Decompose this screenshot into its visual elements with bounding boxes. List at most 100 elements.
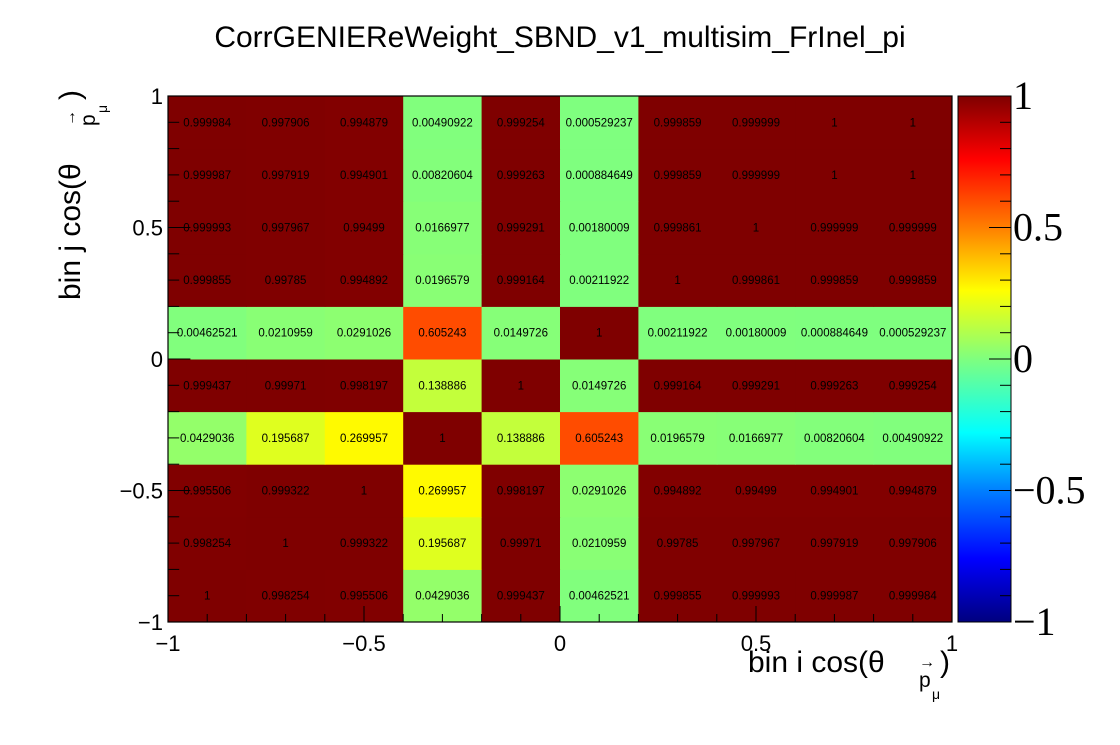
heatmap-cell <box>246 201 326 255</box>
heatmap-cell <box>324 201 404 255</box>
y-tick-label: 0.5 <box>132 216 163 241</box>
colorbar-ticks <box>989 95 1011 623</box>
heatmap-cell <box>403 569 483 623</box>
svg-text:bin i cos(θ: bin i cos(θ <box>748 646 885 679</box>
heatmap-cell-labels: 1 0.998254 0.995506 0.0429036 0.999437 0.0046… <box>177 117 947 602</box>
cell-label: 1 <box>439 433 445 445</box>
cell-label: 0.999993 <box>732 591 780 603</box>
heatmap-cell <box>716 411 796 465</box>
cell-label: 0.99785 <box>657 538 699 550</box>
heatmap-cell <box>560 96 639 150</box>
heatmap-cell <box>246 464 326 518</box>
y-axis-label-subsub: μ <box>94 105 110 113</box>
heatmap-cell <box>246 148 326 202</box>
cell-label: 0.999291 <box>497 223 545 235</box>
cell-label: 0.994879 <box>340 117 388 129</box>
heatmap-cell <box>403 516 483 570</box>
heatmap-cell <box>324 516 404 570</box>
cell-label: 0.999254 <box>497 117 546 129</box>
heatmap-cell <box>716 306 796 360</box>
heatmap-cell <box>324 464 404 518</box>
heatmap-cell <box>795 306 875 360</box>
cell-label: 0.0429036 <box>415 591 469 603</box>
heatmap-cell <box>403 253 483 307</box>
heatmap-cell <box>560 359 639 413</box>
cell-label: 0.000529237 <box>566 117 633 129</box>
cell-label: 0.999859 <box>889 275 937 287</box>
cell-label: 0.994892 <box>340 275 388 287</box>
cell-label: 0.99971 <box>500 538 542 550</box>
x-axis-label: bin i cos(θ p → μ ) <box>748 646 950 702</box>
heatmap-cell <box>168 148 247 202</box>
cell-label: 0.999984 <box>889 591 938 603</box>
cell-label: 0.999861 <box>654 223 702 235</box>
cell-label: 0.995506 <box>183 486 231 498</box>
heatmap-cell <box>716 464 796 518</box>
cell-label: 1 <box>596 328 602 340</box>
cell-label: 0.999859 <box>810 275 858 287</box>
heatmap-cell <box>168 359 247 413</box>
y-axis-label: bin j cos(θ p → μ ) <box>54 90 110 300</box>
heatmap-cell <box>481 464 561 518</box>
cell-label: 0.999859 <box>654 170 702 182</box>
heatmap-cell <box>403 359 483 413</box>
cell-label: 0.00211922 <box>569 275 629 287</box>
y-axis-label-main: bin j cos(θ <box>54 163 87 300</box>
cell-label: 0.999291 <box>732 380 780 392</box>
colorbar-tick-label: 1 <box>1013 73 1033 118</box>
heatmap-cell <box>638 359 718 413</box>
x-axis-arrow: → <box>919 654 935 671</box>
x-tick-label: 1 <box>946 631 958 656</box>
cell-label: 0.000884649 <box>566 170 633 182</box>
heatmap-cell <box>481 516 561 570</box>
cell-label: 0.997906 <box>889 538 937 550</box>
heatmap-cell <box>324 253 404 307</box>
cell-label: 0.0149726 <box>572 380 626 392</box>
heatmap-cell <box>638 516 718 570</box>
heatmap-cell <box>873 359 953 413</box>
cell-label: 0.0196579 <box>650 433 704 445</box>
y-axis-label-close: ) <box>54 90 87 100</box>
heatmap-cell <box>716 96 796 150</box>
heatmap-cell <box>168 411 247 465</box>
heatmap-cell <box>324 411 404 465</box>
cell-label: 0.998197 <box>497 486 545 498</box>
cell-label: 0.99499 <box>735 486 777 498</box>
heatmap-cell <box>638 96 718 150</box>
heatmap-cell <box>638 306 718 360</box>
cell-label: 0.994892 <box>654 486 702 498</box>
heatmap-cell <box>795 201 875 255</box>
heatmap-cell <box>638 253 718 307</box>
heatmap-cell <box>560 201 639 255</box>
heatmap-cell <box>403 96 483 150</box>
heatmap-cell <box>168 569 247 623</box>
heatmap-cell <box>638 464 718 518</box>
heatmap-cell <box>168 306 247 360</box>
heatmap-cell <box>873 569 953 623</box>
heatmap-cell <box>168 253 247 307</box>
cell-label: 0.0429036 <box>180 433 234 445</box>
x-tick-label: −0.5 <box>342 631 385 656</box>
cell-label: 0.00180009 <box>569 223 630 235</box>
heatmap-cell <box>481 306 561 360</box>
cell-label: 0.999987 <box>810 591 858 603</box>
cell-label: 0.999263 <box>497 170 545 182</box>
cell-label: 1 <box>674 275 680 287</box>
heatmap-cell <box>324 359 404 413</box>
heatmap-cell <box>873 148 953 202</box>
cell-label: 0.0291026 <box>572 486 626 498</box>
heatmap-cell <box>481 96 561 150</box>
y-tick-label: −0.5 <box>120 479 163 504</box>
heatmap-cell <box>481 148 561 202</box>
cell-label: 1 <box>910 170 916 182</box>
cell-label: 0.99785 <box>265 275 307 287</box>
cell-label: 0.995506 <box>340 591 388 603</box>
x-axis-label-main: bin i cos(θ <box>748 646 885 679</box>
heatmap-cell <box>560 516 639 570</box>
heatmap-cell <box>481 411 561 465</box>
cell-label: 0.138886 <box>418 380 466 392</box>
cell-label: 0.138886 <box>497 433 545 445</box>
heatmap-cell <box>795 516 875 570</box>
cell-label: 0.00490922 <box>412 117 473 129</box>
heatmap-cell <box>560 569 639 623</box>
